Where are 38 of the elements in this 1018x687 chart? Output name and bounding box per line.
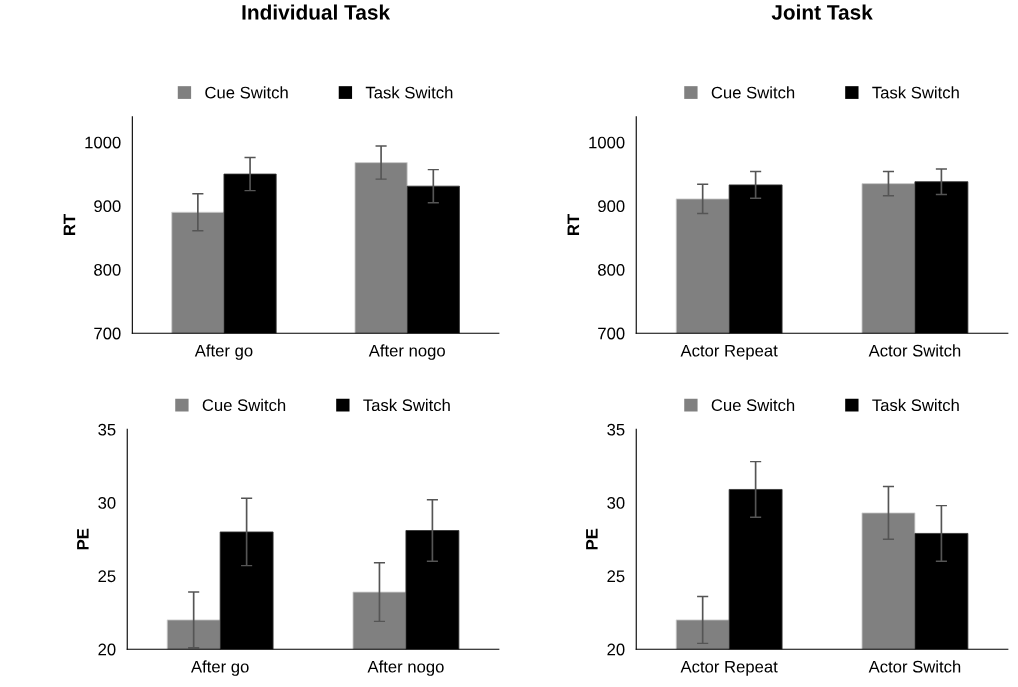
legend-label: Cue Switch	[711, 398, 795, 412]
y-tick-label: 800	[94, 263, 121, 276]
legend-label: Task Switch	[872, 86, 959, 99]
y-axis-title: PE	[77, 528, 89, 550]
y-tick-label: 900	[94, 200, 121, 213]
y-tick-label: 1000	[85, 136, 121, 149]
x-tick-label: Actor Switch	[868, 344, 961, 357]
legend-label: Task Switch	[365, 86, 453, 99]
y-axis-title: RT	[63, 214, 76, 235]
x-tick-label: After go	[191, 660, 249, 676]
x-tick-label: After nogo	[368, 344, 445, 360]
y-tick-label: 800	[598, 263, 625, 276]
y-tick-label: 35	[607, 423, 625, 436]
y-tick-label: 30	[98, 497, 116, 509]
x-tick-label: Actor Switch	[868, 660, 961, 673]
x-tick-label: Actor Repeat	[680, 660, 778, 676]
y-tick-label: 30	[607, 497, 625, 509]
y-axis-title: RT	[567, 214, 580, 235]
chart-title: Joint Task	[771, 4, 873, 20]
legend-label: Task Switch	[872, 398, 959, 412]
legend-label: Cue Switch	[205, 86, 288, 99]
y-tick-label: 20	[607, 643, 625, 656]
y-axis-title: PE	[586, 528, 598, 550]
x-tick-label: After nogo	[367, 660, 444, 676]
y-tick-label: 700	[94, 327, 121, 340]
legend-label: Cue Switch	[202, 398, 286, 412]
y-tick-label: 25	[607, 570, 625, 583]
y-tick-label: 20	[98, 643, 116, 656]
legend-label: Task Switch	[363, 398, 450, 412]
y-tick-label: 900	[598, 200, 625, 213]
y-tick-label: 700	[598, 327, 625, 340]
y-tick-label: 1000	[589, 136, 625, 149]
x-tick-label: Actor Repeat	[680, 344, 778, 360]
chart-title: Individual Task	[242, 4, 391, 20]
y-tick-label: 35	[98, 423, 116, 436]
y-tick-label: 25	[98, 570, 116, 583]
legend-label: Cue Switch	[711, 86, 795, 99]
x-tick-label: After go	[194, 344, 253, 360]
